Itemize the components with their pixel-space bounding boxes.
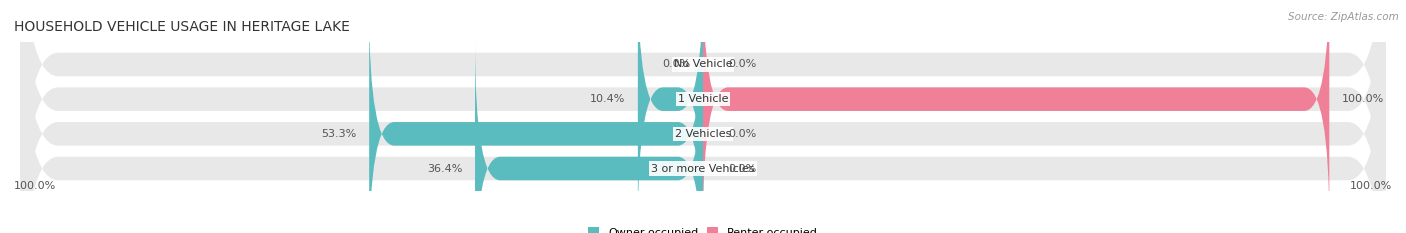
Text: 0.0%: 0.0% xyxy=(728,59,756,69)
Text: 0.0%: 0.0% xyxy=(662,59,690,69)
FancyBboxPatch shape xyxy=(20,0,1386,233)
Text: 2 Vehicles: 2 Vehicles xyxy=(675,129,731,139)
Text: 3 or more Vehicles: 3 or more Vehicles xyxy=(651,164,755,174)
FancyBboxPatch shape xyxy=(20,0,1386,233)
FancyBboxPatch shape xyxy=(703,0,1329,226)
Text: No Vehicle: No Vehicle xyxy=(673,59,733,69)
Text: 100.0%: 100.0% xyxy=(14,181,56,191)
Text: HOUSEHOLD VEHICLE USAGE IN HERITAGE LAKE: HOUSEHOLD VEHICLE USAGE IN HERITAGE LAKE xyxy=(14,20,350,34)
Text: 100.0%: 100.0% xyxy=(1350,181,1392,191)
Text: Source: ZipAtlas.com: Source: ZipAtlas.com xyxy=(1288,12,1399,22)
Text: 1 Vehicle: 1 Vehicle xyxy=(678,94,728,104)
Legend: Owner-occupied, Renter-occupied: Owner-occupied, Renter-occupied xyxy=(583,223,823,233)
Text: 100.0%: 100.0% xyxy=(1341,94,1384,104)
FancyBboxPatch shape xyxy=(638,0,703,226)
FancyBboxPatch shape xyxy=(370,7,703,233)
Text: 36.4%: 36.4% xyxy=(427,164,463,174)
Text: 0.0%: 0.0% xyxy=(728,129,756,139)
FancyBboxPatch shape xyxy=(20,0,1386,233)
FancyBboxPatch shape xyxy=(475,42,703,233)
Text: 0.0%: 0.0% xyxy=(728,164,756,174)
Text: 53.3%: 53.3% xyxy=(322,129,357,139)
FancyBboxPatch shape xyxy=(20,0,1386,233)
Text: 10.4%: 10.4% xyxy=(591,94,626,104)
